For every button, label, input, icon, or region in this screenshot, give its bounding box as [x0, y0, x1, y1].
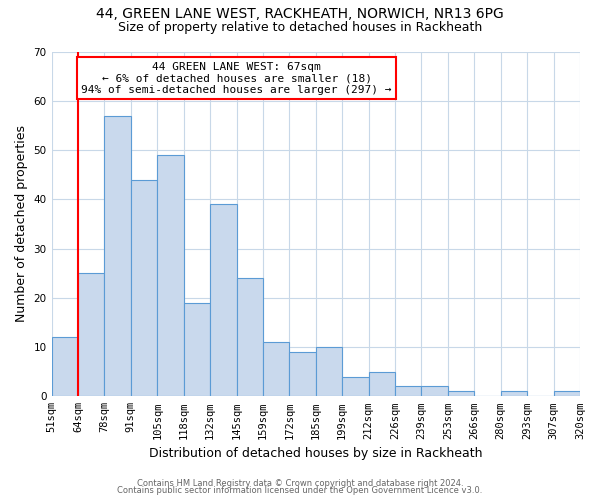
Bar	[368, 372, 395, 396]
Text: 44 GREEN LANE WEST: 67sqm
← 6% of detached houses are smaller (18)
94% of semi-d: 44 GREEN LANE WEST: 67sqm ← 6% of detach…	[81, 62, 392, 95]
Bar	[184, 302, 210, 396]
Bar	[342, 376, 368, 396]
Bar	[554, 392, 580, 396]
Bar	[104, 116, 131, 396]
Bar	[448, 392, 475, 396]
Text: Contains HM Land Registry data © Crown copyright and database right 2024.: Contains HM Land Registry data © Crown c…	[137, 478, 463, 488]
X-axis label: Distribution of detached houses by size in Rackheath: Distribution of detached houses by size …	[149, 447, 482, 460]
Bar	[78, 273, 104, 396]
Text: Size of property relative to detached houses in Rackheath: Size of property relative to detached ho…	[118, 21, 482, 34]
Bar	[236, 278, 263, 396]
Bar	[263, 342, 289, 396]
Y-axis label: Number of detached properties: Number of detached properties	[15, 126, 28, 322]
Text: Contains public sector information licensed under the Open Government Licence v3: Contains public sector information licen…	[118, 486, 482, 495]
Bar	[210, 204, 236, 396]
Bar	[501, 392, 527, 396]
Bar	[395, 386, 421, 396]
Bar	[421, 386, 448, 396]
Bar	[316, 347, 342, 397]
Bar	[157, 155, 184, 396]
Bar	[289, 352, 316, 397]
Bar	[52, 337, 78, 396]
Bar	[131, 180, 157, 396]
Text: 44, GREEN LANE WEST, RACKHEATH, NORWICH, NR13 6PG: 44, GREEN LANE WEST, RACKHEATH, NORWICH,…	[96, 8, 504, 22]
